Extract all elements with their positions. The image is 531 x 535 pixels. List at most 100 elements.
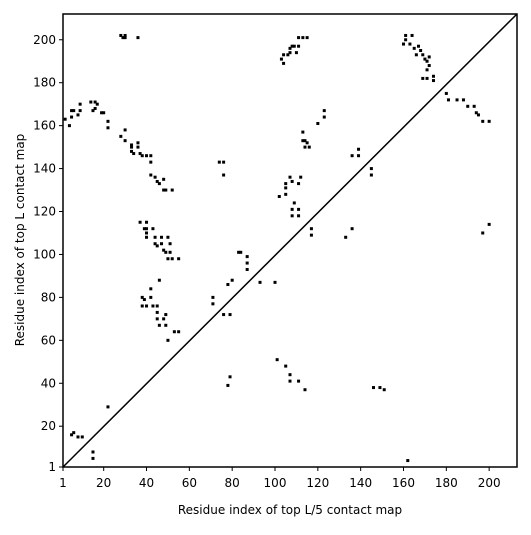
contact-point xyxy=(290,179,294,183)
contact-point xyxy=(481,231,485,235)
contact-point xyxy=(121,36,125,40)
contact-point xyxy=(168,250,172,254)
contact-point xyxy=(228,313,232,317)
y-tick-label: 40 xyxy=(41,376,56,390)
contact-point xyxy=(344,235,348,239)
x-tick-label: 80 xyxy=(225,476,240,490)
contact-point xyxy=(425,76,429,80)
x-tick-label: 180 xyxy=(435,476,458,490)
contact-point xyxy=(162,188,166,192)
contact-point xyxy=(273,280,277,284)
contact-point xyxy=(378,386,382,390)
contact-point xyxy=(288,373,292,377)
contact-point xyxy=(72,109,76,113)
contact-point xyxy=(142,298,146,302)
contact-point xyxy=(155,179,159,183)
contact-point xyxy=(444,91,448,95)
contact-point xyxy=(78,109,82,113)
contact-point xyxy=(350,227,354,231)
contact-point xyxy=(177,330,181,334)
contact-point xyxy=(145,231,149,235)
contact-point xyxy=(382,388,386,392)
contact-point xyxy=(132,152,136,156)
contact-point xyxy=(404,38,408,42)
contact-point xyxy=(288,379,292,383)
contact-point xyxy=(412,46,416,50)
contact-point xyxy=(106,126,110,130)
contact-point xyxy=(357,154,361,158)
contact-point xyxy=(275,358,279,362)
contact-point xyxy=(123,36,127,40)
contact-point xyxy=(455,98,459,102)
contact-point xyxy=(427,55,431,59)
contact-point xyxy=(67,124,71,128)
contact-point xyxy=(410,33,414,37)
x-tick-label: 40 xyxy=(139,476,154,490)
contact-point xyxy=(140,304,144,308)
contact-point xyxy=(149,160,153,164)
contact-point xyxy=(290,214,294,218)
contact-point xyxy=(303,145,307,149)
contact-point xyxy=(91,456,95,460)
contact-point xyxy=(288,175,292,179)
contact-point xyxy=(446,98,450,102)
contact-point xyxy=(228,375,232,379)
contact-point xyxy=(123,128,127,132)
contact-point xyxy=(322,109,326,113)
contact-point xyxy=(301,36,305,40)
contact-point xyxy=(72,431,76,435)
contact-point xyxy=(145,304,149,308)
contact-point xyxy=(472,104,476,108)
contact-point xyxy=(145,235,149,239)
contact-point xyxy=(369,173,373,177)
contact-point xyxy=(282,53,286,57)
contact-point xyxy=(292,44,296,48)
contact-point xyxy=(145,220,149,224)
contact-point xyxy=(222,313,226,317)
contact-point xyxy=(78,102,82,106)
contact-point xyxy=(290,207,294,211)
contact-point xyxy=(130,143,134,147)
contact-point xyxy=(136,141,140,145)
contact-point xyxy=(350,154,354,158)
contact-point xyxy=(145,154,149,158)
contact-point xyxy=(431,74,435,78)
contact-point xyxy=(70,115,74,119)
contact-point xyxy=(168,242,172,246)
contact-point xyxy=(305,141,309,145)
contact-point xyxy=(76,435,80,439)
contact-point xyxy=(106,405,110,409)
contact-point xyxy=(95,102,99,106)
contact-point xyxy=(309,233,313,237)
contact-point xyxy=(162,177,166,181)
contact-point xyxy=(431,79,435,83)
contact-point xyxy=(299,175,303,179)
contact-point xyxy=(404,33,408,37)
contact-point xyxy=(222,173,226,177)
contact-point xyxy=(481,119,485,123)
contact-point xyxy=(166,235,170,239)
contact-point xyxy=(93,100,97,104)
contact-point xyxy=(288,46,292,50)
x-tick-label: 140 xyxy=(349,476,372,490)
contact-point xyxy=(279,57,283,61)
contact-point xyxy=(282,61,286,65)
contact-point xyxy=(140,154,144,158)
x-tick-label: 120 xyxy=(306,476,329,490)
contact-point xyxy=(297,214,301,218)
contact-point xyxy=(258,280,262,284)
contact-point xyxy=(100,111,104,115)
y-tick-label: 120 xyxy=(33,205,56,219)
contact-point xyxy=(130,145,134,149)
contact-point xyxy=(476,113,480,117)
contact-point xyxy=(149,295,153,299)
contact-point xyxy=(237,250,241,254)
y-axis-label: Residue index of top L contact map xyxy=(13,134,27,347)
contact-point xyxy=(286,53,290,57)
contact-point xyxy=(425,68,429,72)
y-tick-label: 80 xyxy=(41,290,56,304)
contact-point xyxy=(217,160,221,164)
contact-point xyxy=(414,53,418,57)
contact-point xyxy=(284,182,288,186)
contact-point xyxy=(277,194,281,198)
